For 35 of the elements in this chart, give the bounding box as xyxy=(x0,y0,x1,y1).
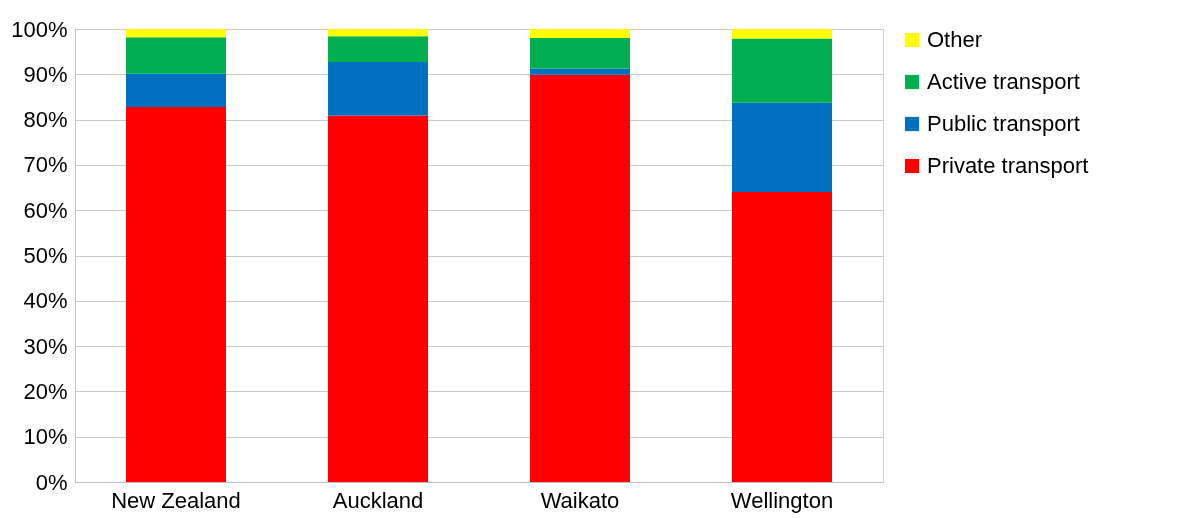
y-tick-label: 70% xyxy=(23,152,68,178)
legend-label: Other xyxy=(927,27,983,52)
y-tick-label: 50% xyxy=(23,243,68,268)
bar xyxy=(328,62,428,116)
x-tick-label: New Zealand xyxy=(111,487,241,513)
legend-label: Public transport xyxy=(927,111,1080,136)
bar xyxy=(530,74,630,482)
bar xyxy=(328,29,428,37)
y-tick-label: 0% xyxy=(35,469,68,495)
bar xyxy=(328,36,428,63)
bar xyxy=(732,29,832,39)
bar xyxy=(126,106,226,482)
bar xyxy=(732,102,832,193)
y-tick-label: 90% xyxy=(23,61,68,87)
y-tick-label: 80% xyxy=(23,107,68,133)
bar xyxy=(732,192,832,482)
bar xyxy=(530,68,630,75)
bar xyxy=(732,38,832,103)
bar xyxy=(530,38,630,69)
bar xyxy=(530,29,630,39)
bar xyxy=(126,73,226,107)
x-tick-label: Waikato xyxy=(540,487,620,513)
legend-label: Active transport xyxy=(927,69,1080,94)
y-tick-label: 100% xyxy=(11,16,68,42)
y-tick-label: 60% xyxy=(23,197,68,223)
y-tick-label: 20% xyxy=(23,378,68,404)
bar xyxy=(126,29,226,38)
y-tick-label: 10% xyxy=(23,424,68,450)
y-tick-label: 40% xyxy=(23,288,68,314)
x-tick-label: Wellington xyxy=(730,487,834,513)
y-tick-label: 30% xyxy=(23,333,68,359)
bar xyxy=(126,37,226,74)
x-tick-label: Auckland xyxy=(332,487,424,513)
legend-label: Private transport xyxy=(927,153,1089,178)
bar xyxy=(328,115,428,482)
